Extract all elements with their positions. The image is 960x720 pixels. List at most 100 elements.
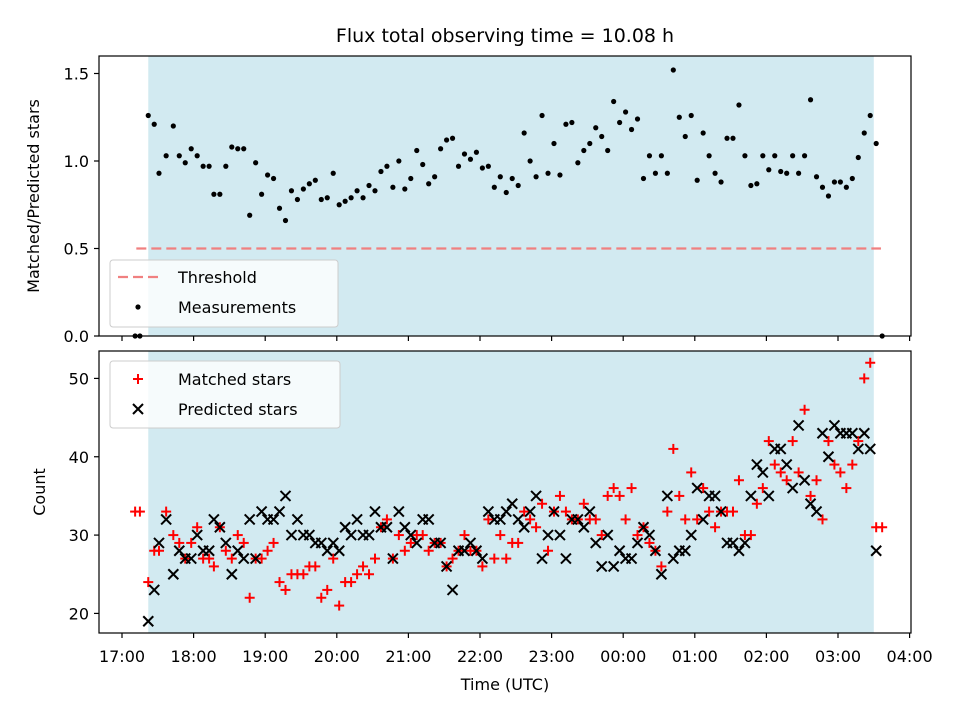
- legend-matched-swatch: [133, 374, 143, 384]
- matched-star-point: [364, 569, 375, 580]
- measurements-points: [132, 67, 885, 339]
- matched-star-point: [358, 561, 369, 572]
- measurement-point: [766, 167, 772, 173]
- matched-star-point: [417, 530, 428, 541]
- predicted-star-point: [405, 529, 417, 541]
- measurement-point: [694, 177, 700, 183]
- predicted-star-point: [709, 490, 721, 502]
- measurement-point: [276, 205, 283, 211]
- measurement-point: [420, 161, 426, 168]
- predicted-star-point: [226, 568, 238, 580]
- predicted-star-point: [148, 584, 160, 596]
- measurement-point: [503, 189, 509, 196]
- legend-measurements-swatch: [135, 304, 141, 310]
- measurement-point: [527, 158, 533, 164]
- bottom-y-tick-label: 40: [69, 448, 89, 467]
- predicted-star-point: [548, 505, 560, 518]
- measurement-point: [306, 181, 312, 187]
- measurement-point: [867, 112, 873, 119]
- x-tick-label: 19:00: [242, 647, 288, 666]
- measurement-point: [772, 153, 778, 159]
- predicted-star-point: [220, 537, 232, 549]
- top-panel: 0.0 0.5 1.0 1.5 Matched/Predicted stars Thr…: [24, 55, 912, 346]
- matched-star-point: [186, 537, 197, 548]
- measurement-point: [432, 174, 438, 180]
- predicted-star-point: [560, 552, 572, 565]
- legend-matched-label: Matched stars: [178, 370, 291, 389]
- measurement-point: [156, 170, 162, 176]
- measurement-point: [700, 130, 706, 136]
- measurement-point: [861, 130, 867, 136]
- measurement-point: [264, 172, 271, 178]
- measurement-point: [760, 153, 766, 159]
- measurement-point: [837, 179, 843, 185]
- matched-star-point: [298, 569, 309, 580]
- x-tick-label: 02:00: [743, 647, 789, 666]
- predicted-star-point: [816, 427, 829, 439]
- predicted-star-point: [757, 466, 769, 479]
- predicted-star-point: [804, 498, 817, 510]
- predicted-star-point: [411, 537, 423, 549]
- predicted-star-point: [578, 521, 590, 533]
- measurement-point: [360, 195, 366, 201]
- matched-star-point: [537, 498, 548, 509]
- measurement-point: [736, 102, 742, 108]
- measurement-point: [599, 133, 605, 140]
- predicted-star-point: [512, 513, 524, 526]
- predicted-star-point: [655, 568, 668, 580]
- matched-star-point: [775, 467, 786, 478]
- measurement-point: [247, 212, 253, 218]
- x-tick-label: 22:00: [457, 647, 503, 666]
- matched-star-point: [153, 545, 164, 556]
- matched-star-point: [316, 592, 327, 603]
- measurement-point: [539, 112, 545, 119]
- predicted-star-point: [173, 545, 185, 557]
- measurement-point: [354, 188, 360, 194]
- matched-star-point: [847, 459, 858, 470]
- matched-star-point: [805, 490, 816, 501]
- matched-star-point: [477, 561, 488, 572]
- top-x-tick-marks: [121, 336, 911, 341]
- matched-star-point: [531, 522, 542, 533]
- measurement-point: [145, 112, 151, 119]
- matched-star-point: [423, 545, 434, 556]
- matched-star-point: [256, 553, 267, 564]
- measurement-point: [682, 133, 688, 140]
- matched-star-point: [334, 600, 345, 611]
- measurement-point: [348, 195, 354, 201]
- predicted-star-point: [798, 474, 811, 486]
- matched-star-point: [399, 545, 410, 556]
- predicted-star-point: [440, 560, 453, 573]
- x-tick-label: 04:00: [887, 647, 933, 666]
- matched-star-point: [322, 584, 333, 595]
- chart-title: Flux total observing time = 10.08 h: [336, 25, 674, 47]
- predicted-star-point: [238, 552, 250, 565]
- measurement-point: [652, 170, 659, 176]
- x-tick-label: 17:00: [99, 647, 145, 666]
- matched-star-point: [686, 467, 697, 478]
- matched-star-point: [632, 530, 643, 541]
- predicted-star-point: [852, 443, 864, 455]
- measurement-point: [366, 182, 372, 189]
- matched-star-point: [346, 577, 357, 588]
- matched-star-point: [811, 475, 822, 486]
- predicted-star-point: [255, 505, 268, 518]
- predicted-star-point: [745, 490, 757, 502]
- measurement-point: [849, 175, 855, 182]
- matched-star-point: [143, 577, 154, 588]
- matched-star-point: [405, 537, 416, 548]
- matched-star-point: [751, 498, 762, 509]
- matched-star-point: [644, 537, 655, 548]
- measurement-point: [449, 135, 456, 141]
- measurement-point: [617, 119, 623, 126]
- measurement-point: [438, 146, 444, 152]
- measurement-point: [640, 175, 647, 182]
- measurement-point: [557, 172, 563, 178]
- matched-star-point: [763, 436, 774, 447]
- predicted-star-point: [243, 513, 256, 526]
- measurement-point: [670, 67, 676, 73]
- measurement-point: [485, 163, 491, 169]
- bottom-y-axis-title: Count: [30, 468, 49, 516]
- predicted-star-point: [191, 529, 203, 541]
- matched-star-point: [262, 545, 273, 556]
